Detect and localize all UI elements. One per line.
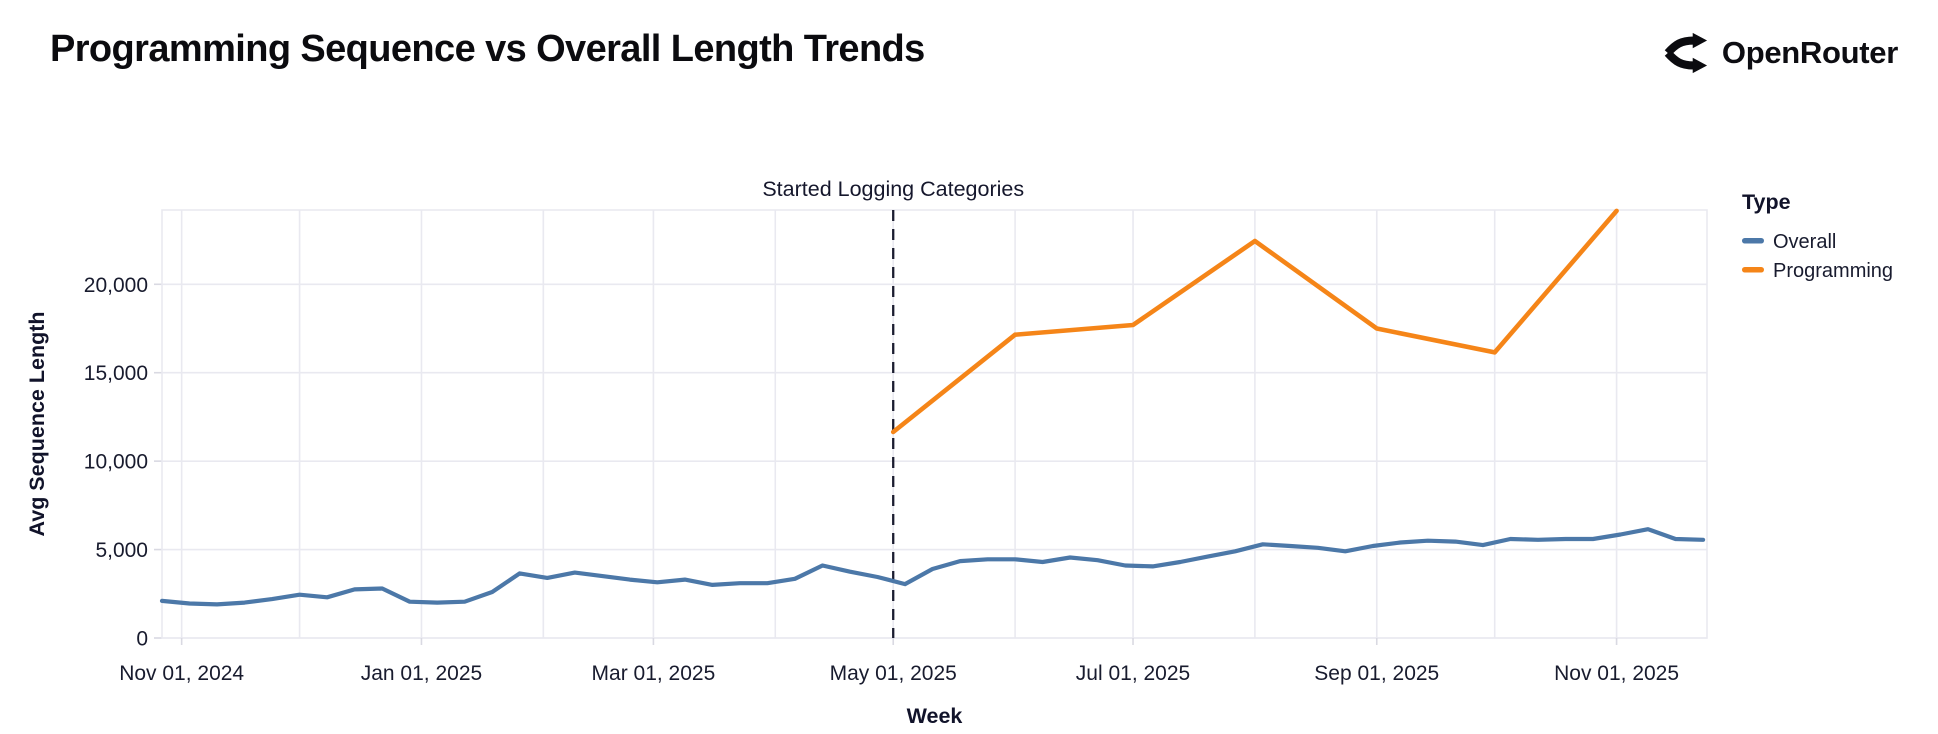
- y-tick-label: 10,000: [84, 451, 148, 474]
- legend-swatch-overall: [1742, 238, 1764, 244]
- legend-label-programming: Programming: [1773, 260, 1893, 282]
- x-tick-label: Nov 01, 2025: [1554, 662, 1679, 685]
- x-axis-title: Week: [907, 704, 963, 728]
- y-tick-label: 0: [136, 628, 148, 651]
- y-tick-label: 20,000: [84, 274, 148, 297]
- annotation-label: Started Logging Categories: [762, 177, 1024, 201]
- legend-swatch-programming: [1742, 267, 1764, 273]
- x-tick-label: Jan 01, 2025: [361, 662, 482, 685]
- series-line-programming: [890, 208, 1619, 435]
- brand-name: OpenRouter: [1721, 35, 1898, 70]
- x-tick-label: May 01, 2025: [830, 662, 957, 685]
- legend-label-overall: Overall: [1773, 231, 1836, 253]
- x-tick-label: Mar 01, 2025: [592, 662, 716, 685]
- brand-logo: OpenRouter: [1663, 28, 1898, 76]
- y-tick-label: 5,000: [95, 539, 148, 562]
- page-title: Programming Sequence vs Overall Length T…: [50, 28, 925, 70]
- x-tick-label: Jul 01, 2025: [1076, 662, 1190, 685]
- plot-border: [161, 209, 1708, 639]
- legend-title: Type: [1742, 190, 1791, 214]
- openrouter-icon: [1664, 32, 1707, 74]
- y-tick-label: 15,000: [84, 362, 148, 385]
- series-line-overall: [159, 527, 1706, 607]
- header: Programming Sequence vs Overall Length T…: [50, 28, 1898, 76]
- x-tick-label: Sep 01, 2025: [1314, 662, 1439, 685]
- x-tick-label: Nov 01, 2024: [119, 662, 244, 685]
- y-axis-title: Avg Sequence Length: [25, 312, 49, 537]
